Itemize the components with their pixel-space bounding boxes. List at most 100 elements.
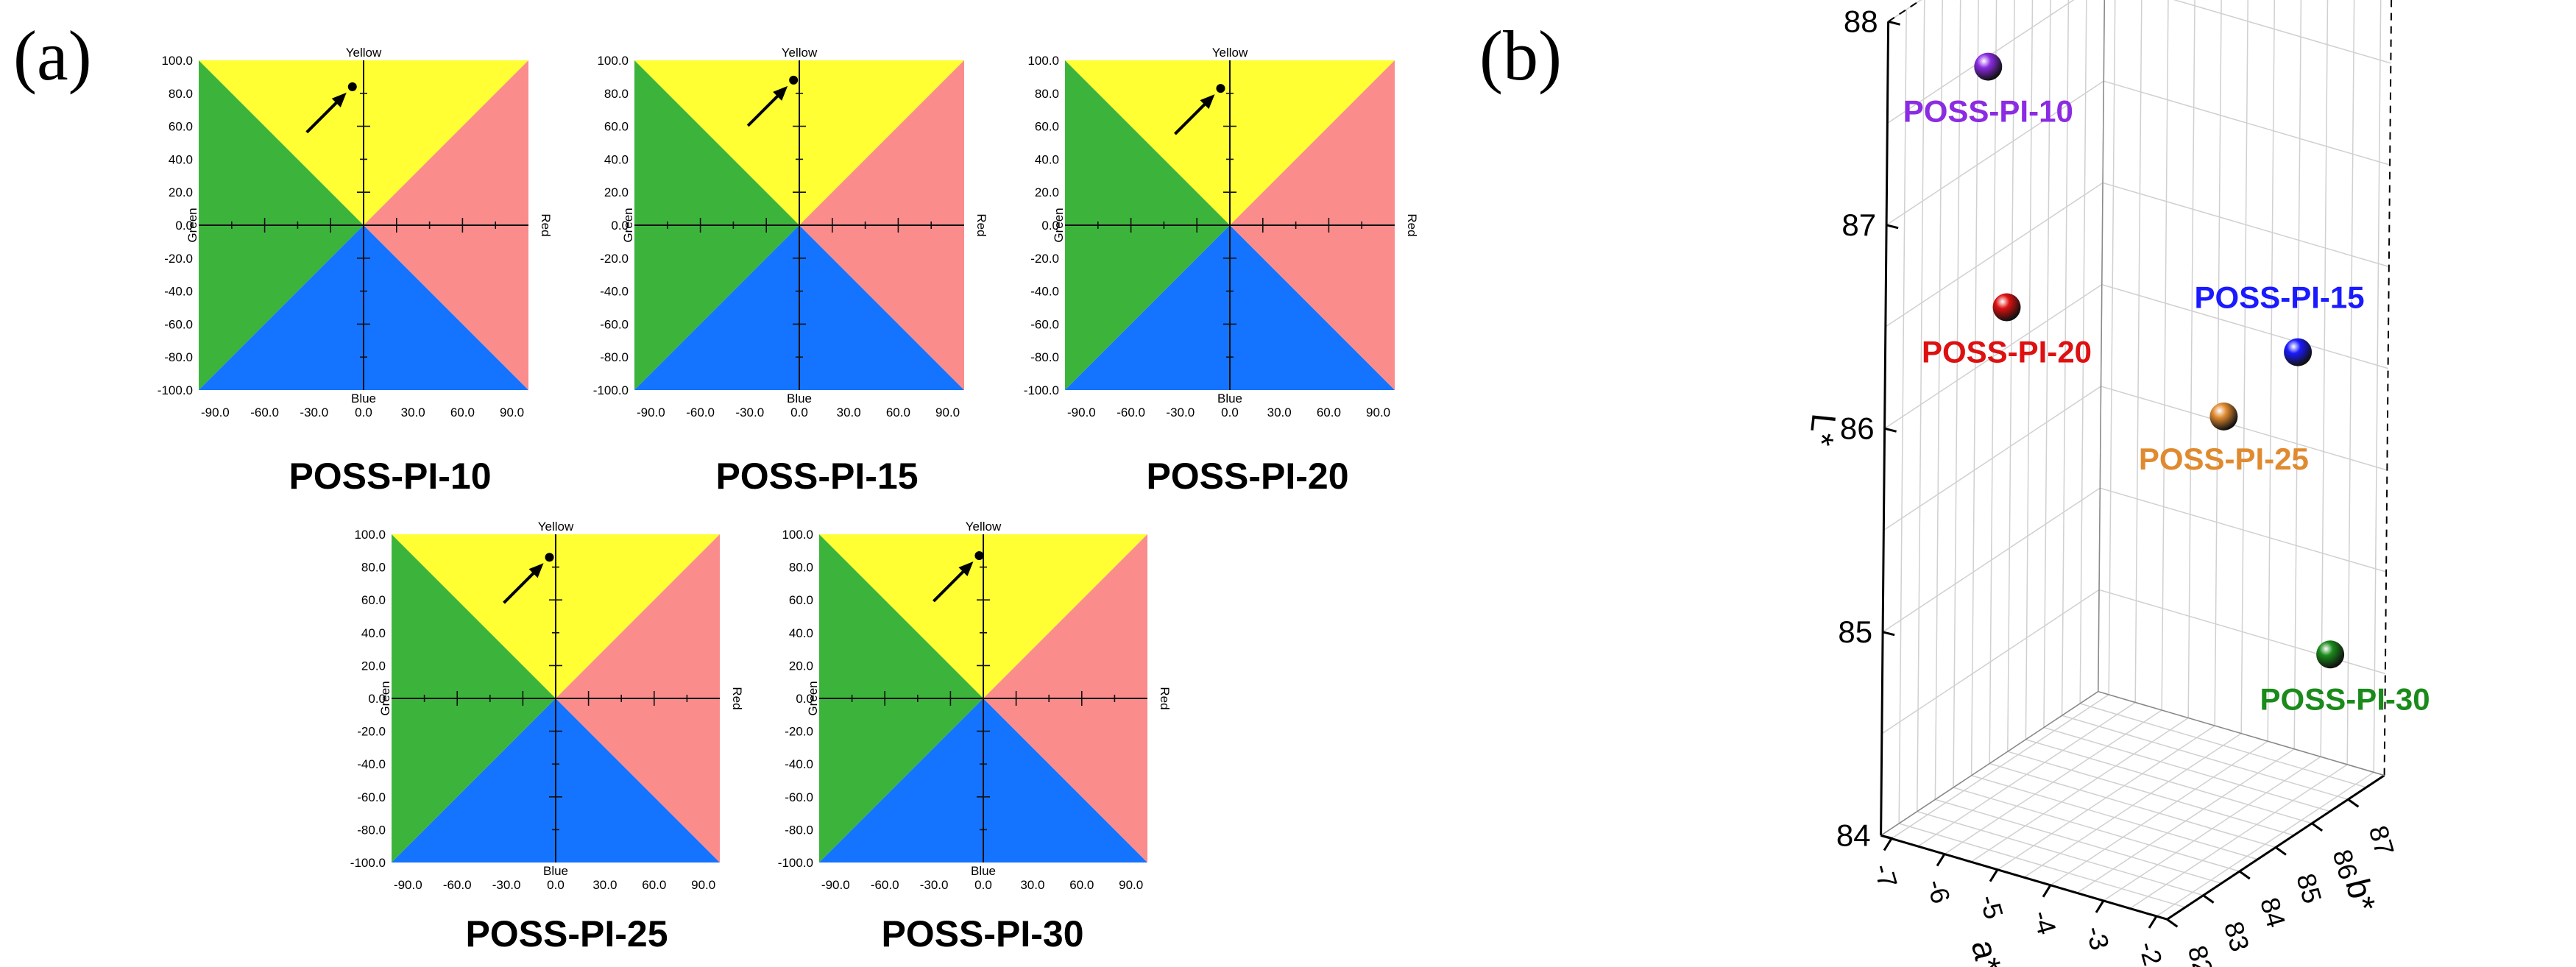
color-point bbox=[789, 75, 799, 85]
y-tick-label: -100.0 bbox=[1024, 383, 1059, 397]
y-tick-label: -80.0 bbox=[1030, 350, 1059, 364]
vertical-right-edge bbox=[2383, 0, 2393, 776]
back-wall-gridline bbox=[2061, 0, 2070, 716]
y-tick-label: -100.0 bbox=[593, 383, 629, 397]
y-tick-label: -20.0 bbox=[1030, 252, 1059, 266]
floor-gridline bbox=[2079, 703, 2367, 788]
x-tick-label: 90.0 bbox=[935, 405, 960, 419]
y-tick-label: 0.0 bbox=[1041, 219, 1059, 233]
L-tick-label: 88 bbox=[1844, 4, 1878, 38]
side-wall-gridline bbox=[2373, 0, 2382, 773]
sample-label-30: POSS-PI-30 bbox=[881, 913, 1084, 954]
y-tick-label: 0.0 bbox=[796, 692, 813, 706]
side-wall-gridline bbox=[2293, 0, 2302, 749]
sample-label-25: POSS-PI-25 bbox=[465, 913, 668, 954]
b-tick-label: 85 bbox=[2290, 870, 2327, 907]
axis-name-green: Green bbox=[1052, 208, 1066, 242]
quadrant-chart-poss-pi-20: 100.0 80.0 60.0 40.0 20.0 0.0 -20.0 -40.0 -60.0 -… bbox=[1024, 46, 1419, 419]
axis-name-green: Green bbox=[621, 208, 635, 242]
back-wall-gridline bbox=[2079, 0, 2087, 704]
y-tick-label: 20.0 bbox=[789, 659, 813, 673]
y-tick-label: 80.0 bbox=[169, 87, 193, 101]
x-tick-label: -90.0 bbox=[821, 878, 850, 892]
x-tick-label: -60.0 bbox=[1117, 405, 1145, 419]
y-tick-label: 20.0 bbox=[1035, 185, 1059, 199]
sample-label-20: POSS-PI-20 bbox=[1146, 456, 1349, 497]
side-wall-gridline bbox=[2346, 0, 2355, 765]
y-tick-label: 60.0 bbox=[789, 593, 813, 607]
x-tick-label: 0.0 bbox=[1221, 405, 1239, 419]
hidden-floor-back-edge bbox=[2098, 690, 2385, 776]
b-tick-label: 86 bbox=[2327, 846, 2364, 883]
x-tick-label: 60.0 bbox=[450, 405, 475, 419]
x-tick-label: 30.0 bbox=[1267, 405, 1292, 419]
back-wall-gridline bbox=[2007, 0, 2015, 752]
L-tick-label: 87 bbox=[1841, 208, 1876, 242]
y-tick-label: -100.0 bbox=[350, 856, 386, 870]
a-axis-tick bbox=[2042, 885, 2052, 898]
x-tick-label: -60.0 bbox=[686, 405, 715, 419]
data-label-poss-pi-30: POSS-PI-30 bbox=[2260, 681, 2430, 716]
quadrant-chart-poss-pi-30: 100.0 80.0 60.0 40.0 20.0 0.0 -20.0 -40.0 -60.0 -… bbox=[778, 520, 1172, 892]
x-tick-label: 90.0 bbox=[1119, 878, 1143, 892]
x-tick-label: 0.0 bbox=[355, 405, 372, 419]
b-tick-label: 87 bbox=[2363, 822, 2400, 859]
x-tick-label: 30.0 bbox=[837, 405, 861, 419]
y-tick-label: 60.0 bbox=[1035, 120, 1059, 134]
x-tick-label: -90.0 bbox=[1067, 405, 1096, 419]
y-tick-label: 80.0 bbox=[604, 87, 629, 101]
data-label-poss-pi-15: POSS-PI-15 bbox=[2195, 280, 2365, 315]
axis-name-green: Green bbox=[806, 681, 820, 715]
b-axis-tick bbox=[2275, 846, 2287, 856]
b-axis-tick bbox=[2166, 918, 2179, 928]
y-tick-label: -40.0 bbox=[164, 285, 193, 299]
floor-gridline bbox=[2062, 715, 2349, 800]
data-label-poss-pi-20: POSS-PI-20 bbox=[1922, 335, 2092, 369]
x-tick-label: -90.0 bbox=[637, 405, 665, 419]
x-tick-label: -60.0 bbox=[250, 405, 279, 419]
y-tick-label: 40.0 bbox=[604, 152, 629, 166]
arrow-head bbox=[773, 85, 788, 101]
y-tick-label: -40.0 bbox=[785, 757, 813, 771]
x-tick-label: 0.0 bbox=[974, 878, 992, 892]
data-point-poss-pi-10 bbox=[1974, 52, 2003, 81]
axis-name-yellow: Yellow bbox=[538, 520, 574, 534]
a-axis-title: a* bbox=[1964, 936, 2009, 967]
side-wall-gridline bbox=[2187, 0, 2195, 718]
side-wall-gridline bbox=[2214, 0, 2222, 726]
data-label-poss-pi-10: POSS-PI-10 bbox=[1903, 94, 2073, 129]
back-wall-gridline bbox=[1917, 0, 1925, 812]
y-tick-label: 40.0 bbox=[1035, 152, 1059, 166]
axis-name-blue: Blue bbox=[543, 864, 568, 878]
L-axis-title: L* bbox=[1802, 412, 1843, 448]
x-tick-label: 0.0 bbox=[790, 405, 808, 419]
back-wall-gridline bbox=[1898, 9, 1907, 823]
arrow-shaft bbox=[503, 567, 539, 604]
y-tick-label: 40.0 bbox=[789, 626, 813, 640]
axis-name-red: Red bbox=[1158, 687, 1172, 709]
x-tick-label: 90.0 bbox=[1366, 405, 1390, 419]
quadrant-chart-poss-pi-10: 100.0 80.0 60.0 40.0 20.0 0.0 -20.0 -40.0 -60.0 -… bbox=[158, 46, 553, 419]
hidden-floor-edge bbox=[1880, 691, 2099, 836]
y-tick-label: 100.0 bbox=[782, 528, 813, 542]
axis-name-yellow: Yellow bbox=[782, 46, 818, 60]
a-axis-tick bbox=[2095, 900, 2105, 913]
sample-label-15: POSS-PI-15 bbox=[715, 456, 919, 497]
back-wall-gridline bbox=[2043, 0, 2051, 728]
b-axis-tick bbox=[2202, 894, 2215, 904]
color-point bbox=[974, 550, 984, 560]
side-wall-gridline bbox=[2134, 0, 2142, 703]
data-label-poss-pi-25: POSS-PI-25 bbox=[2139, 442, 2309, 476]
floor-gridline bbox=[1917, 810, 2204, 896]
axis-name-blue: Blue bbox=[1217, 392, 1242, 405]
y-tick-label: 100.0 bbox=[354, 528, 386, 542]
y-tick-label: -80.0 bbox=[357, 823, 386, 837]
x-tick-label: 60.0 bbox=[642, 878, 666, 892]
y-tick-label: 100.0 bbox=[597, 54, 629, 68]
side-wall-gridline bbox=[2108, 0, 2116, 695]
color-point bbox=[545, 553, 554, 562]
x-tick-label: -30.0 bbox=[735, 405, 764, 419]
y-tick-label: 20.0 bbox=[361, 659, 386, 673]
y-tick-label: -60.0 bbox=[1030, 317, 1059, 331]
